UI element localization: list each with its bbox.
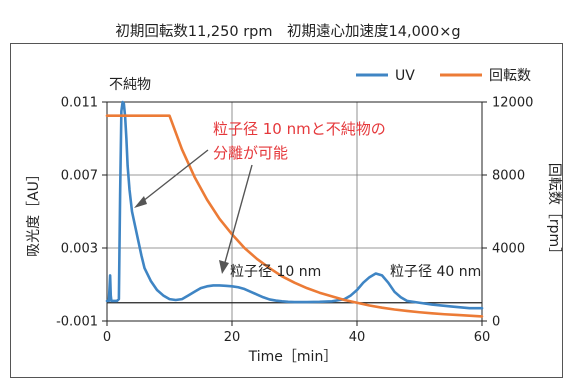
arrow-to-impurity-head xyxy=(134,196,147,208)
axes: 0 20 40 60 -0.001 0.003 0.007 0.011 0 4000 8000 120… xyxy=(56,96,533,346)
annotations: 不純物 粒子径 10 nmと不純物の 分離が可能 粒子径 10 nm 粒子径 4… xyxy=(109,77,481,280)
series-layer xyxy=(105,100,484,318)
arrow-to-impurity xyxy=(137,149,209,206)
legend-label-uv: UV xyxy=(395,68,415,84)
series-line-uv xyxy=(105,100,484,310)
y-left-tick-label: 0.011 xyxy=(61,96,98,111)
annotation-separation-line1: 粒子径 10 nmと不純物の xyxy=(213,120,386,138)
chart-header: 初期回転数11,250 rpm 初期遠心加速度14,000×g xyxy=(115,23,460,40)
x-tick-label: 20 xyxy=(224,330,241,345)
legend: UV 回転数 xyxy=(356,68,531,84)
y-right-tick-label: 0 xyxy=(492,315,500,330)
x-tick-label: 60 xyxy=(474,330,491,345)
plot-area-border xyxy=(106,101,483,322)
y-axis-left-title: 吸光度［AU］ xyxy=(26,167,42,257)
annotation-particle-40nm: 粒子径 40 nm xyxy=(390,264,481,280)
legend-label-rpm: 回転数 xyxy=(489,68,531,84)
x-tick-label: 0 xyxy=(103,330,111,345)
annotation-impurity: 不純物 xyxy=(109,77,151,93)
annotation-separation-line2: 分離が可能 xyxy=(213,144,288,162)
series-line-rpm xyxy=(105,114,484,318)
annotation-particle-10nm: 粒子径 10 nm xyxy=(230,264,321,280)
arrow-to-particle-head xyxy=(219,260,229,274)
grid xyxy=(107,102,482,321)
y-right-tick-label: 12000 xyxy=(492,96,533,111)
y-right-tick-label: 8000 xyxy=(492,169,525,184)
y-left-tick-label: -0.001 xyxy=(56,315,98,330)
y-left-tick-label: 0.003 xyxy=(61,242,98,257)
x-axis-title: Time［min］ xyxy=(248,349,338,365)
y-left-tick-label: 0.007 xyxy=(61,169,98,184)
y-right-tick-label: 4000 xyxy=(492,242,525,257)
y-axis-right-title: 回転数［rpm］ xyxy=(546,163,562,261)
x-tick-label: 40 xyxy=(349,330,366,345)
arrow-to-particle xyxy=(223,164,253,267)
